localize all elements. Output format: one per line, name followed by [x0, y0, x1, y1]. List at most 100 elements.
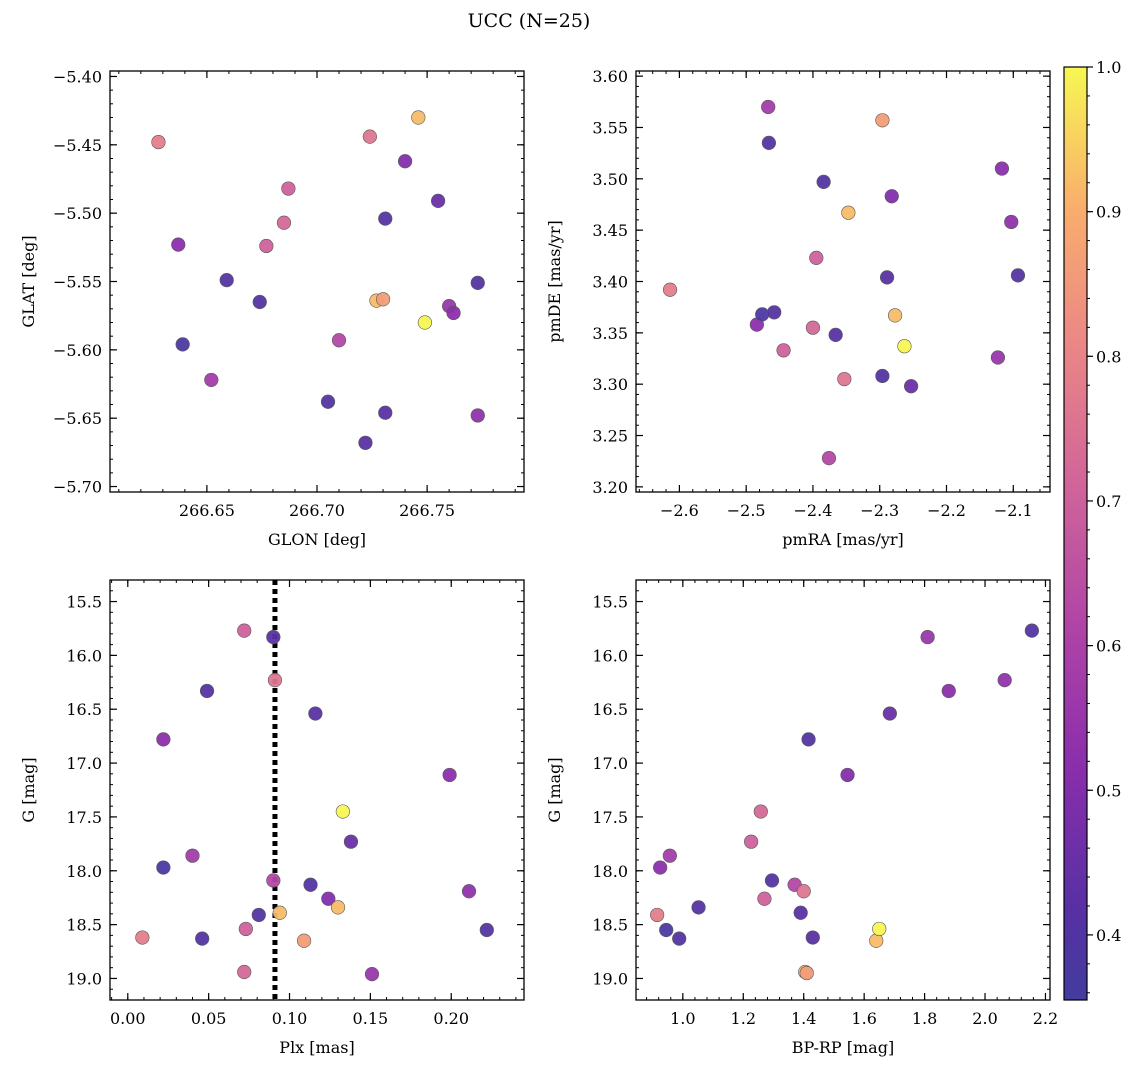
data-point	[764, 873, 780, 888]
data-point	[251, 907, 266, 923]
data-point	[793, 905, 808, 920]
data-point	[816, 174, 831, 189]
y-axis-label: G [mag]	[545, 757, 564, 822]
data-point	[378, 211, 393, 226]
data-point	[897, 339, 912, 354]
colorbar-tick-label: 0.4	[1096, 926, 1121, 945]
major-ticks	[636, 580, 1050, 1000]
data-point	[411, 110, 426, 125]
data-point	[296, 933, 312, 948]
data-point	[776, 343, 791, 358]
data-points	[151, 110, 485, 450]
data-point	[662, 848, 677, 863]
data-point	[994, 161, 1010, 176]
scatter-panel-1: 266.65 266.70 266.75 −5.70 −5.65 −5.60 −5.55 −5…	[19, 67, 525, 549]
data-point	[135, 930, 150, 945]
x-axis-label: pmRA [mas/yr]	[782, 530, 904, 549]
data-point	[879, 270, 895, 285]
data-point	[662, 282, 678, 297]
data-point	[672, 931, 687, 946]
data-point	[650, 907, 665, 923]
data-point	[375, 292, 391, 307]
x-tick-label: 1.0	[670, 1009, 695, 1028]
data-point	[276, 215, 292, 230]
data-point	[757, 891, 772, 906]
y-tick-label: 17.5	[592, 808, 628, 827]
y-tick-label: −5.70	[53, 478, 102, 497]
x-axis-label: BP-RP [mag]	[792, 1038, 894, 1057]
data-point	[171, 237, 186, 252]
colorbar-frame	[1063, 66, 1088, 1001]
y-tick-label: 17.0	[66, 754, 102, 773]
y-tick-label: 3.30	[592, 375, 628, 394]
data-point	[461, 884, 477, 899]
data-point	[185, 848, 200, 863]
y-tick-label: 3.50	[592, 170, 628, 189]
data-point	[204, 372, 219, 388]
scatter-panel-4: 1.0 1.2 1.4 1.6 1.8 2.0 2.2 15.5 16.0 16.5 17.0 17.…	[545, 579, 1058, 1057]
y-tick-label: −5.50	[53, 204, 102, 223]
data-point	[801, 732, 816, 747]
x-tick-label: 0.15	[353, 1009, 389, 1028]
data-point	[358, 435, 373, 450]
y-tick-label: 3.55	[592, 118, 628, 137]
y-tick-label: 18.0	[66, 862, 102, 881]
y-tick-label: 18.5	[592, 916, 628, 935]
data-point	[470, 275, 485, 290]
data-point	[920, 629, 935, 645]
figure-title: UCC (N=25)	[468, 10, 591, 32]
y-tick-label: 18.0	[592, 862, 628, 881]
data-point	[1010, 268, 1026, 283]
y-tick-label: 3.25	[592, 427, 628, 446]
data-point	[828, 327, 843, 342]
data-point	[397, 154, 413, 169]
x-axis-label: GLON [deg]	[268, 530, 366, 549]
minor-ticks	[636, 579, 1050, 1001]
data-point	[156, 860, 171, 875]
colorbar-tick-label: 0.9	[1096, 203, 1121, 222]
data-point	[904, 379, 919, 394]
x-tick-label: 1.4	[791, 1009, 816, 1028]
data-point	[887, 308, 903, 323]
axes-frame	[109, 70, 525, 493]
data-point	[796, 884, 811, 899]
x-tick-label: 0.10	[272, 1009, 308, 1028]
y-tick-label: −5.40	[53, 67, 102, 86]
data-point	[331, 333, 347, 348]
data-point	[343, 834, 359, 849]
data-point	[875, 368, 890, 384]
data-point	[335, 804, 350, 819]
data-point	[753, 804, 768, 819]
data-point	[761, 135, 776, 150]
y-tick-label: −5.60	[53, 341, 102, 360]
data-point	[809, 250, 824, 265]
colorbar-gradient	[1064, 67, 1087, 1000]
y-tick-label: 19.0	[66, 969, 102, 988]
y-tick-label: 3.20	[592, 478, 628, 497]
data-point	[303, 877, 318, 892]
data-point	[195, 931, 210, 946]
data-point	[237, 964, 252, 980]
data-point	[875, 113, 890, 128]
colorbar: 0.4 0.5 0.6 0.7 0.8 0.9 1.0	[1063, 58, 1121, 1001]
data-points	[135, 623, 494, 982]
data-point	[281, 181, 296, 196]
y-tick-label: 15.5	[66, 593, 102, 612]
data-point	[238, 921, 253, 937]
x-tick-label: 1.8	[912, 1009, 937, 1028]
data-point	[884, 189, 899, 204]
data-point	[156, 732, 171, 747]
data-point	[442, 767, 457, 783]
axes-frame	[635, 70, 1051, 493]
data-point	[744, 834, 759, 849]
axes-frame	[635, 579, 1051, 1001]
data-point	[653, 860, 668, 875]
y-tick-label: 16.5	[592, 700, 628, 719]
y-tick-label: 3.45	[592, 221, 628, 240]
data-point	[805, 930, 820, 945]
data-point	[321, 891, 336, 906]
x-tick-label: 266.75	[399, 501, 455, 520]
x-tick-label: 2.2	[1033, 1009, 1058, 1028]
y-axis-label: pmDE [mas/yr]	[545, 220, 564, 343]
colorbar-tick-label: 0.5	[1096, 781, 1121, 800]
